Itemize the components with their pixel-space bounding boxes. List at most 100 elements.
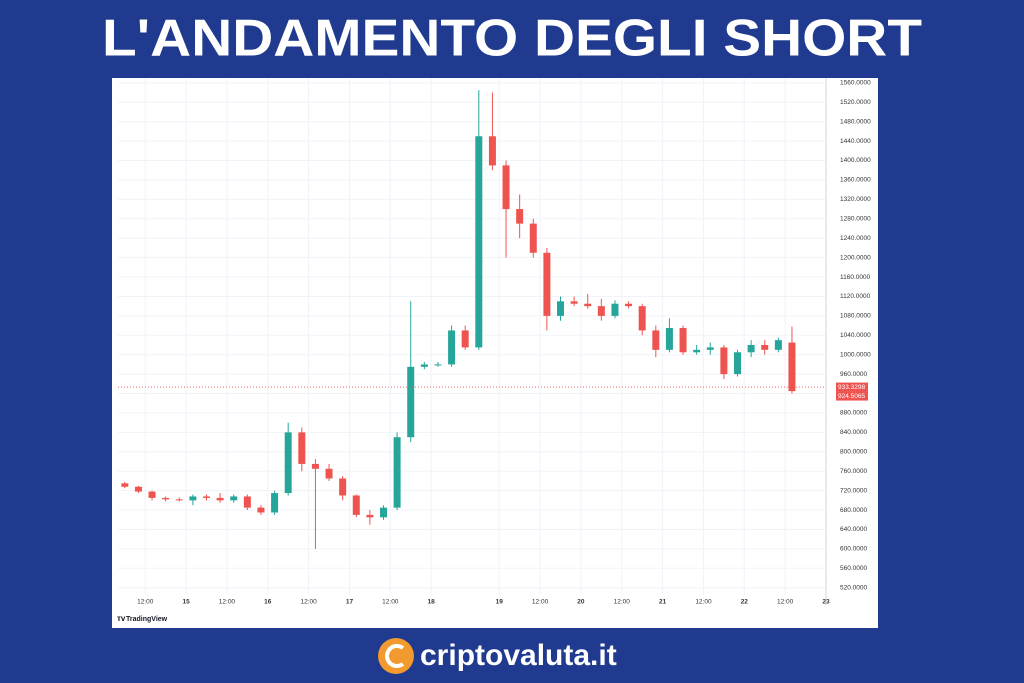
candle-body <box>366 514 374 518</box>
candle-body <box>774 340 782 350</box>
y-tick-label: 1320.0000 <box>840 196 871 203</box>
candle-body <box>311 463 319 469</box>
footer-brand: criptovaluta.it <box>420 639 617 672</box>
candle-body <box>734 352 741 375</box>
candle-body <box>502 165 510 210</box>
candle-body <box>488 136 496 166</box>
x-tick-label: 22 <box>741 599 749 606</box>
watermark-icon: ᴛᴠ <box>117 614 126 623</box>
price-tag-label: 924.5065 <box>838 393 865 400</box>
candle-body <box>189 496 197 501</box>
candle-body <box>652 330 660 350</box>
page-title: L'ANDAMENTO DEGLI SHORT <box>102 10 922 68</box>
candle-body <box>557 301 564 316</box>
x-tick-label: 16 <box>264 599 272 606</box>
candle-body <box>461 330 469 348</box>
y-tick-label: 1160.0000 <box>840 274 871 281</box>
y-tick-label: 680.0000 <box>840 507 867 514</box>
candle-body <box>339 478 347 496</box>
candle-body <box>529 223 537 253</box>
candle-body <box>693 349 701 353</box>
y-tick-label: 840.0000 <box>840 429 867 436</box>
logo-icon <box>378 638 414 674</box>
candle-body <box>434 364 442 366</box>
y-tick-label: 720.0000 <box>840 487 867 494</box>
x-tick-label: 12:00 <box>219 599 236 606</box>
y-tick-label: 640.0000 <box>840 526 867 533</box>
candle-body <box>393 437 401 508</box>
candle-body <box>448 330 456 365</box>
x-tick-label: 17 <box>346 599 354 606</box>
x-tick-label: 20 <box>577 599 585 606</box>
y-tick-label: 1080.0000 <box>840 313 871 320</box>
watermark: TradingView <box>126 616 168 623</box>
candle-body <box>706 347 714 350</box>
candle-body <box>162 497 170 500</box>
plot: 520.0000 560.0000 600.0000 640.0000 680.0000… <box>118 78 871 606</box>
candle-body <box>243 496 251 508</box>
x-tick-label: 19 <box>496 599 504 606</box>
chart-panel <box>112 78 878 628</box>
y-tick-label: 560.0000 <box>840 565 867 572</box>
candle-body <box>570 301 578 304</box>
candle-body <box>747 344 755 353</box>
x-tick-label: 12:00 <box>532 599 549 606</box>
x-tick-label: 12:00 <box>137 599 154 606</box>
candle-body <box>352 495 360 515</box>
candle-body <box>475 136 483 348</box>
x-tick-label: 12:00 <box>777 599 794 606</box>
candle-body <box>380 507 387 518</box>
candle-body <box>407 366 415 438</box>
price-tag <box>836 382 868 392</box>
candle-body <box>203 496 210 498</box>
y-tick-label: 880.0000 <box>840 410 867 417</box>
x-tick-label: 12:00 <box>300 599 317 606</box>
x-tick-label: 12:00 <box>614 599 631 606</box>
candle-body <box>121 483 129 487</box>
candle-body <box>420 364 428 367</box>
logo-mark <box>385 644 405 668</box>
x-tick-label: 15 <box>182 599 190 606</box>
candle-body <box>665 328 673 350</box>
candle-body <box>584 303 592 307</box>
y-tick-label: 760.0000 <box>840 468 867 475</box>
candle-body <box>788 342 796 392</box>
y-tick-label: 800.0000 <box>840 449 867 456</box>
candle-body <box>271 493 279 513</box>
candle-body <box>516 209 524 224</box>
y-tick-label: 1000.0000 <box>840 351 871 358</box>
price-tag <box>836 391 868 401</box>
y-tick-label: 1520.0000 <box>840 99 871 106</box>
candle-body <box>679 328 687 353</box>
candle-body <box>216 497 224 501</box>
y-tick-label: 1400.0000 <box>840 157 871 164</box>
candle-body <box>175 499 183 501</box>
candle-body <box>325 468 333 479</box>
y-tick-label: 960.0000 <box>840 371 867 378</box>
y-tick-label: 1480.0000 <box>840 118 871 125</box>
x-tick-label: 21 <box>659 599 667 606</box>
y-tick-label: 600.0000 <box>840 546 867 553</box>
candle-body <box>761 344 769 350</box>
y-tick-label: 1200.0000 <box>840 254 871 261</box>
candle-body <box>625 303 633 307</box>
candle-body <box>230 496 238 501</box>
x-tick-label: 12:00 <box>382 599 399 606</box>
y-tick-label: 520.0000 <box>840 584 867 591</box>
y-tick-label: 1560.0000 <box>840 80 871 87</box>
x-tick-label: 12:00 <box>695 599 712 606</box>
y-tick-label: 1440.0000 <box>840 138 871 145</box>
candle-body <box>298 432 306 464</box>
candle-body <box>543 252 551 316</box>
y-tick-label: 1120.0000 <box>840 293 871 300</box>
candle-body <box>284 432 292 494</box>
candle-body <box>148 491 156 498</box>
candle-body <box>611 303 619 316</box>
y-tick-label: 1280.0000 <box>840 215 871 222</box>
x-tick-label: 18 <box>428 599 436 606</box>
candle-body <box>720 347 728 375</box>
candle-body <box>134 486 142 492</box>
candle-body <box>638 306 646 331</box>
y-tick-label: 1240.0000 <box>840 235 871 242</box>
